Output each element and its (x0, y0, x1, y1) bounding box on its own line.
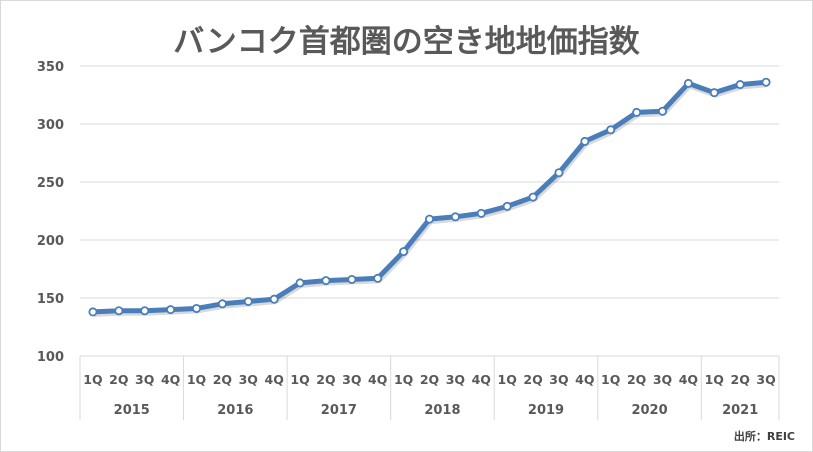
x-quarter-label: 4Q (679, 372, 698, 387)
data-point-marker (114, 306, 124, 316)
data-point-marker (606, 125, 616, 135)
x-quarter-label: 1Q (601, 372, 620, 387)
data-point-marker (658, 106, 668, 116)
x-quarter-label: 2Q (109, 372, 128, 387)
data-point-marker (424, 214, 434, 224)
x-quarter-label: 2Q (731, 372, 750, 387)
x-quarter-label: 3Q (446, 372, 465, 387)
x-quarter-label: 4Q (575, 372, 594, 387)
data-point-marker (295, 278, 305, 288)
data-point-marker (399, 247, 409, 257)
data-point-marker (502, 201, 512, 211)
y-tick-label: 100 (37, 350, 64, 365)
x-quarter-label: 2Q (420, 372, 439, 387)
x-quarter-label: 2Q (213, 372, 232, 387)
y-tick-label: 300 (37, 118, 64, 133)
x-quarter-label: 1Q (290, 372, 309, 387)
data-point-marker (735, 80, 745, 90)
y-tick-label: 200 (37, 234, 64, 249)
x-quarter-label: 4Q (161, 372, 180, 387)
x-quarter-label: 1Q (394, 372, 413, 387)
x-quarter-label: 3Q (756, 372, 775, 387)
series-line (90, 79, 769, 315)
data-point-marker (140, 306, 150, 316)
data-point-marker (476, 208, 486, 218)
x-quarter-label: 1Q (83, 372, 102, 387)
x-quarter-label: 4Q (265, 372, 284, 387)
x-quarter-label: 2Q (627, 372, 646, 387)
data-point-marker (321, 276, 331, 286)
x-year-label: 2018 (424, 403, 460, 418)
x-year-label: 2017 (321, 403, 357, 418)
data-point-marker (761, 77, 771, 87)
data-point-marker (580, 136, 590, 146)
x-quarter-label: 3Q (135, 372, 154, 387)
y-tick-label: 150 (37, 292, 64, 307)
data-point-marker (191, 303, 201, 313)
data-point-marker (528, 192, 538, 202)
x-quarter-label: 3Q (239, 372, 258, 387)
data-point-marker (166, 305, 176, 315)
x-quarter-label: 2Q (316, 372, 335, 387)
x-quarter-label: 3Q (653, 372, 672, 387)
data-point-marker (347, 274, 357, 284)
x-quarter-label: 4Q (368, 372, 387, 387)
data-point-marker (632, 107, 642, 117)
x-year-label: 2015 (114, 403, 150, 418)
data-point-marker (217, 299, 227, 309)
source-note: 出所：REIC (733, 430, 795, 443)
x-quarter-label: 4Q (472, 372, 491, 387)
data-point-marker (88, 307, 98, 317)
data-point-marker (709, 88, 719, 98)
x-quarter-label: 1Q (498, 372, 517, 387)
x-year-label: 2019 (528, 403, 564, 418)
data-point-marker (683, 78, 693, 88)
x-year-label: 2020 (631, 403, 667, 418)
chart-title: バンコク首都圏の空き地地価指数 (173, 24, 640, 60)
data-point-marker (243, 296, 253, 306)
x-quarter-label: 1Q (187, 372, 206, 387)
x-quarter-label: 3Q (342, 372, 361, 387)
x-quarter-label: 3Q (549, 372, 568, 387)
data-point-marker (269, 294, 279, 304)
line-shadow (93, 81, 768, 317)
data-point-marker (554, 168, 564, 178)
x-quarter-label: 1Q (705, 372, 724, 387)
data-point-marker (450, 212, 460, 222)
x-year-label: 2016 (217, 403, 253, 418)
data-point-marker (373, 273, 383, 283)
x-year-label: 2021 (722, 403, 758, 418)
y-tick-label: 250 (37, 176, 64, 191)
y-tick-label: 350 (37, 60, 64, 75)
x-quarter-label: 2Q (523, 372, 542, 387)
